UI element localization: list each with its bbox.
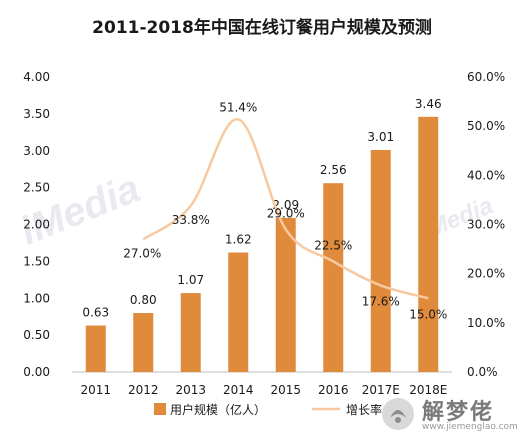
bar-value-label: 3.01 xyxy=(367,130,394,144)
bar-value-label: 0.80 xyxy=(130,293,157,307)
bar xyxy=(85,325,106,372)
x-tick-label: 2015 xyxy=(270,383,301,397)
legend-bar-label: 用户规模（亿人） xyxy=(170,402,266,417)
y-right-tick-label: 50.0% xyxy=(467,119,505,133)
line-value-label: 22.5% xyxy=(314,238,352,252)
bar-value-label: 2.09 xyxy=(272,198,299,212)
bar xyxy=(228,252,249,372)
y-right-tick-label: 60.0% xyxy=(467,70,505,84)
x-tick-label: 2017E xyxy=(362,383,400,397)
bar-value-label: 3.46 xyxy=(415,97,442,111)
x-tick-label: 2011 xyxy=(80,383,111,397)
chart-title: 2011-2018年中国在线订餐用户规模及预测 xyxy=(92,17,432,38)
y-left-tick-label: 0.50 xyxy=(23,328,50,342)
site-url: www.jiemenglao.com xyxy=(422,422,518,432)
site-name: 解梦佬 xyxy=(422,400,495,425)
y-left-tick-label: 4.00 xyxy=(23,70,50,84)
x-tick-label: 2016 xyxy=(318,383,349,397)
line-value-label: 27.0% xyxy=(123,246,161,260)
bar-value-label: 1.07 xyxy=(177,273,204,287)
line-value-label: 33.8% xyxy=(172,213,210,227)
y-left-tick-label: 1.00 xyxy=(23,291,50,305)
bar-value-label: 2.56 xyxy=(320,163,347,177)
bar-value-label: 0.63 xyxy=(82,306,109,320)
bar xyxy=(133,313,154,372)
line-value-label: 29.0% xyxy=(267,206,305,220)
x-tick-label: 2013 xyxy=(175,383,206,397)
y-right-tick-label: 40.0% xyxy=(467,168,505,182)
y-right-tick-label: 20.0% xyxy=(467,267,505,281)
y-left-tick-label: 2.00 xyxy=(23,218,50,232)
x-tick-label: 2012 xyxy=(128,383,159,397)
line-value-label: 15.0% xyxy=(409,307,447,321)
growth-rate-line xyxy=(142,118,429,300)
bar xyxy=(323,183,344,372)
y-right-tick-label: 10.0% xyxy=(467,316,505,330)
bar-value-label: 1.62 xyxy=(225,233,252,247)
legend-line-label: 增长率 xyxy=(346,402,382,417)
y-left-tick-label: 3.00 xyxy=(23,144,50,158)
x-tick-label: 2014 xyxy=(223,383,254,397)
x-tick-label: 2018E xyxy=(409,383,447,397)
bar xyxy=(418,116,439,372)
y-right-tick-label: 30.0% xyxy=(467,218,505,232)
legend-bar-swatch xyxy=(154,403,166,415)
bar xyxy=(275,217,296,372)
line-value-label: 17.6% xyxy=(362,294,400,308)
line-value-label: 51.4% xyxy=(219,100,257,114)
y-left-tick-label: 0.00 xyxy=(23,365,50,379)
y-left-tick-label: 2.50 xyxy=(23,181,50,195)
y-left-tick-label: 3.50 xyxy=(23,107,50,121)
bar xyxy=(180,293,201,372)
dream-logo-icon xyxy=(382,398,414,430)
y-left-tick-label: 1.50 xyxy=(23,254,50,268)
y-right-tick-label: 0.0% xyxy=(467,365,498,379)
site-watermark: 解梦佬 www.jiemenglao.com xyxy=(378,392,518,438)
bar xyxy=(370,150,391,372)
